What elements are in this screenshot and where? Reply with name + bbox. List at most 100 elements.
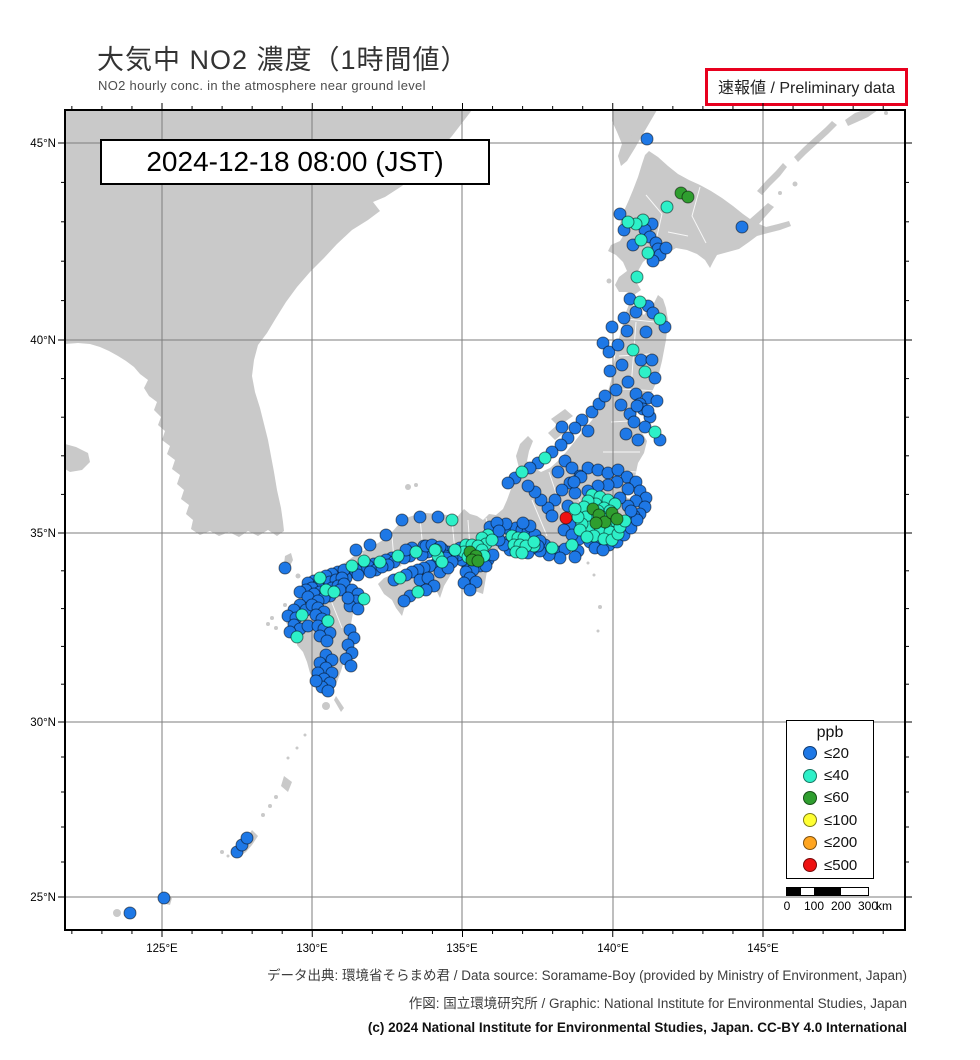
station-dot	[123, 906, 137, 920]
legend-item-label: ≤60	[824, 789, 849, 807]
station-dot	[278, 561, 292, 575]
station-dot	[596, 336, 610, 350]
station-dot	[309, 674, 323, 688]
scale-bar-segment	[841, 888, 868, 895]
landmass	[612, 110, 657, 166]
island	[626, 134, 632, 140]
station-dot	[620, 324, 634, 338]
station-dot	[515, 465, 529, 479]
landmass	[757, 163, 787, 195]
footer-data-source: データ出典: 環境省そらまめ君 / Data source: Soramame-…	[267, 968, 907, 983]
scale-bar-segment	[787, 888, 801, 895]
page-title: 大気中 NO2 濃度（1時間値）	[97, 45, 469, 75]
island	[274, 795, 278, 799]
station-dot	[321, 614, 335, 628]
lat-label: 25°N	[30, 892, 56, 904]
station-dot	[295, 608, 309, 622]
island	[405, 484, 411, 490]
station-dot	[653, 312, 667, 326]
scale-bar-tick-label: 0	[783, 899, 791, 913]
legend-item-label: ≤200	[824, 834, 858, 852]
island	[270, 616, 274, 620]
legend-dot	[803, 835, 817, 850]
legend-title: ppb	[816, 724, 844, 741]
island	[220, 850, 224, 854]
island	[606, 278, 612, 284]
station-dot	[621, 375, 635, 389]
legend: ppb ≤20 ≤40 ≤60 ≤100 ≤200 ≤500	[786, 720, 874, 879]
station-dot	[648, 425, 662, 439]
station-dot	[565, 461, 579, 475]
lon-label: 125°E	[146, 943, 178, 955]
island	[884, 111, 888, 115]
page-subtitle: NO2 hourly conc. in the atmosphere near …	[98, 78, 426, 93]
station-dot	[393, 571, 407, 585]
legend-row: ≤100	[787, 809, 873, 831]
legend-item-label: ≤40	[824, 767, 849, 785]
lon-label: 140°E	[597, 943, 629, 955]
station-dot	[565, 538, 579, 552]
station-dot	[609, 383, 623, 397]
station-dot	[617, 311, 631, 325]
island	[778, 191, 782, 195]
station-dot	[681, 190, 695, 204]
station-dot	[411, 585, 425, 599]
station-dot	[611, 338, 625, 352]
island	[226, 854, 230, 858]
scale-bar-segment	[814, 888, 841, 895]
lat-label: 30°N	[30, 717, 56, 729]
station-dot	[157, 891, 171, 905]
legend-row: ≤60	[787, 787, 873, 809]
station-dot	[357, 554, 371, 568]
station-dot	[379, 528, 393, 542]
preliminary-data-badge: 速報値 / Preliminary data	[705, 68, 908, 106]
station-dot	[240, 831, 254, 845]
legend-dot	[803, 746, 817, 761]
island	[596, 629, 600, 633]
timestamp-label: 2024-12-18 08:00 (JST)	[146, 146, 444, 177]
landmass	[845, 110, 878, 126]
station-dot	[735, 220, 749, 234]
station-dot	[351, 602, 365, 616]
station-dot	[428, 543, 442, 557]
island	[283, 603, 287, 607]
scale-bar-labels: 0 100 200 300 km	[783, 899, 906, 913]
station-dot	[567, 475, 581, 489]
station-dot	[596, 543, 610, 557]
landmass	[608, 151, 791, 295]
scale-bar-segment	[800, 888, 814, 895]
island	[266, 622, 270, 626]
legend-items: ≤20 ≤40 ≤60 ≤100 ≤200 ≤500	[787, 742, 873, 876]
lat-label: 35°N	[30, 528, 56, 540]
station-dot	[349, 543, 363, 557]
station-dot	[313, 571, 327, 585]
station-dot	[580, 530, 594, 544]
station-dot	[626, 343, 640, 357]
axis-ticks	[58, 103, 912, 937]
station-dot	[638, 365, 652, 379]
station-dot	[435, 555, 449, 569]
station-dot	[553, 551, 567, 565]
lat-label: 45°N	[30, 138, 56, 150]
island	[792, 181, 798, 187]
island	[586, 561, 590, 565]
legend-row: ≤200	[787, 832, 873, 854]
station-dot	[619, 427, 633, 441]
station-dot	[320, 634, 334, 648]
station-dot	[413, 510, 427, 524]
station-dot	[614, 398, 628, 412]
prefecture-border	[691, 186, 707, 244]
station-dot	[589, 516, 603, 530]
station-dot	[290, 630, 304, 644]
station-dot	[568, 502, 582, 516]
legend-item-label: ≤20	[824, 744, 849, 762]
station-dot	[645, 353, 659, 367]
landmass	[65, 444, 90, 472]
legend-row: ≤20	[787, 742, 873, 764]
station-dot	[631, 433, 645, 447]
station-dot	[598, 389, 612, 403]
map-frame	[64, 109, 906, 931]
island	[261, 813, 265, 817]
